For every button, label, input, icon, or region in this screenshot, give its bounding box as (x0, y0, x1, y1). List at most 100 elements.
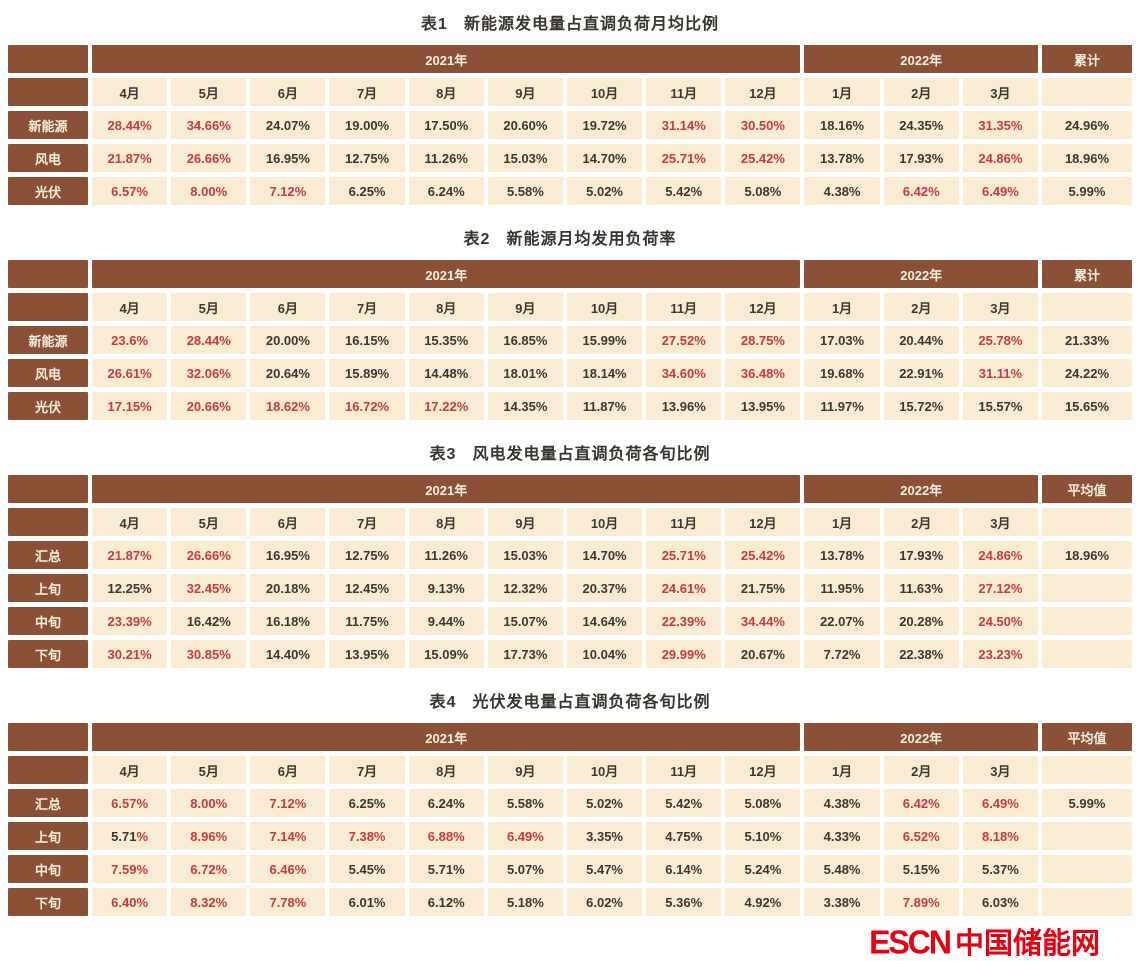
value-cell: 23.23% (962, 640, 1038, 668)
value-cell: 15.07% (487, 607, 563, 635)
value-cell: 26.66% (171, 541, 247, 569)
month-header-cell: 2月 (883, 78, 959, 106)
value-percent-sign: % (136, 828, 149, 844)
month-header-cell: 8月 (408, 756, 484, 784)
value-cell: 16.95% (250, 144, 326, 172)
value-cell: 20.66% (171, 392, 247, 420)
logo-cn-text: 中国储能网 (954, 928, 1100, 960)
value-cell: 4.38% (804, 789, 880, 817)
value-cell: 12.32% (487, 574, 563, 602)
month-header-cell: 5月 (171, 293, 247, 321)
blank-label-cell (8, 78, 88, 106)
value-cell: 22.38% (883, 640, 959, 668)
value-cell: 3.35% (566, 822, 643, 850)
value-cell: 16.85% (487, 326, 563, 354)
year-header-cell: 2022年 (804, 45, 1038, 73)
value-cell: 30.21% (92, 640, 168, 668)
value-cell: 19.72% (566, 111, 643, 139)
summary-cell (1041, 822, 1132, 850)
month-header-cell: 4月 (92, 293, 168, 321)
value-cell: 15.03% (487, 144, 563, 172)
value-cell: 11.97% (804, 392, 880, 420)
month-header-cell: 11月 (646, 78, 722, 106)
summary-cell (1041, 888, 1132, 916)
month-header-cell: 2月 (883, 756, 959, 784)
value-cell: 23.39% (92, 607, 168, 635)
value-cell: 8.00% (171, 789, 247, 817)
row-label-cell: 下旬 (8, 640, 88, 668)
month-header-cell: 3月 (962, 78, 1038, 106)
value-cell: 27.52% (646, 326, 722, 354)
year-header-cell: 2021年 (92, 723, 801, 751)
value-cell: 34.60% (646, 359, 722, 387)
value-cell: 15.72% (883, 392, 959, 420)
value-cell: 16.18% (250, 607, 326, 635)
month-header-cell: 4月 (92, 756, 168, 784)
row-label-cell: 新能源 (8, 326, 88, 354)
value-number: 5.71 (111, 828, 137, 844)
value-cell: 7.14% (250, 822, 326, 850)
value-cell: 9.13% (408, 574, 484, 602)
value-cell: 14.70% (566, 144, 643, 172)
value-cell: 32.45% (171, 574, 247, 602)
value-cell: 7.12% (250, 177, 326, 205)
logo-escn-text: ESCN (869, 923, 952, 961)
month-header-cell: 4月 (92, 508, 168, 536)
value-cell: 24.35% (883, 111, 959, 139)
value-cell: 8.96% (171, 822, 247, 850)
value-cell: 28.44% (92, 111, 168, 139)
month-header-cell: 11月 (646, 756, 722, 784)
value-cell: 14.48% (408, 359, 484, 387)
blank-corner-cell (8, 260, 88, 288)
year-header-cell: 2021年 (92, 475, 801, 503)
value-cell: 5.08% (725, 789, 801, 817)
value-cell: 21.75% (725, 574, 801, 602)
table1-section: 表1 新能源发电量占直调负荷月均比例 2021年 2022年 累计 4月 5月 6月 7月 8月… (8, 10, 1132, 205)
year-header-cell: 2021年 (92, 260, 801, 288)
value-cell: 5.47% (566, 855, 643, 883)
value-cell: 4.33% (804, 822, 880, 850)
value-cell: 6.40% (92, 888, 168, 916)
month-header-cell: 10月 (566, 508, 643, 536)
value-cell: 14.70% (566, 541, 643, 569)
escn-logo: ESCN 中国储能网 (869, 923, 1100, 961)
row-label-cell: 汇总 (8, 789, 88, 817)
value-cell: 14.40% (250, 640, 326, 668)
summary-header-cell: 平均值 (1041, 723, 1132, 751)
value-cell: 6.01% (329, 888, 405, 916)
month-header-cell: 9月 (487, 293, 563, 321)
row-label-cell: 下旬 (8, 888, 88, 916)
value-cell: 30.50% (725, 111, 801, 139)
month-header-cell: 10月 (566, 293, 643, 321)
row-label-cell: 上旬 (8, 574, 88, 602)
month-header-cell: 1月 (804, 78, 880, 106)
value-cell: 17.03% (804, 326, 880, 354)
year-header-cell: 2022年 (804, 723, 1038, 751)
value-cell: 16.15% (329, 326, 405, 354)
month-header-cell: 8月 (408, 293, 484, 321)
value-cell: 26.66% (171, 144, 247, 172)
value-cell: 6.46% (250, 855, 326, 883)
value-cell: 28.75% (725, 326, 801, 354)
month-header-cell: 9月 (487, 508, 563, 536)
table2-grid: 2021年 2022年 累计 4月 5月 6月 7月 8月 9月 10月 11月 12月 1月 2月 3月新… (8, 260, 1132, 420)
value-cell: 34.44% (725, 607, 801, 635)
blank-label-cell (8, 293, 88, 321)
value-cell: 12.75% (329, 541, 405, 569)
table2-section: 表2 新能源月均发用负荷率 2021年 2022年 累计 4月 5月 6月 7月 8月 9月 10月… (8, 225, 1132, 420)
table1-tag: 表1 (421, 16, 448, 33)
table4-section: 表4 光伏发电量占直调负荷各旬比例 2021年 2022年 平均值 4月 5月 6月 7月 8月… (8, 688, 1132, 916)
value-cell: 3.38% (804, 888, 880, 916)
month-header-cell: 11月 (646, 293, 722, 321)
month-header-cell: 3月 (962, 508, 1038, 536)
value-cell: 13.78% (804, 541, 880, 569)
value-cell: 11.63% (883, 574, 959, 602)
value-cell: 24.07% (250, 111, 326, 139)
summary-cell (1041, 607, 1132, 635)
value-cell: 25.42% (725, 541, 801, 569)
value-cell: 4.38% (804, 177, 880, 205)
table4-tag: 表4 (429, 694, 457, 711)
summary-cell: 5.99% (1041, 789, 1132, 817)
value-cell: 34.66% (171, 111, 247, 139)
month-header-cell: 1月 (804, 293, 880, 321)
